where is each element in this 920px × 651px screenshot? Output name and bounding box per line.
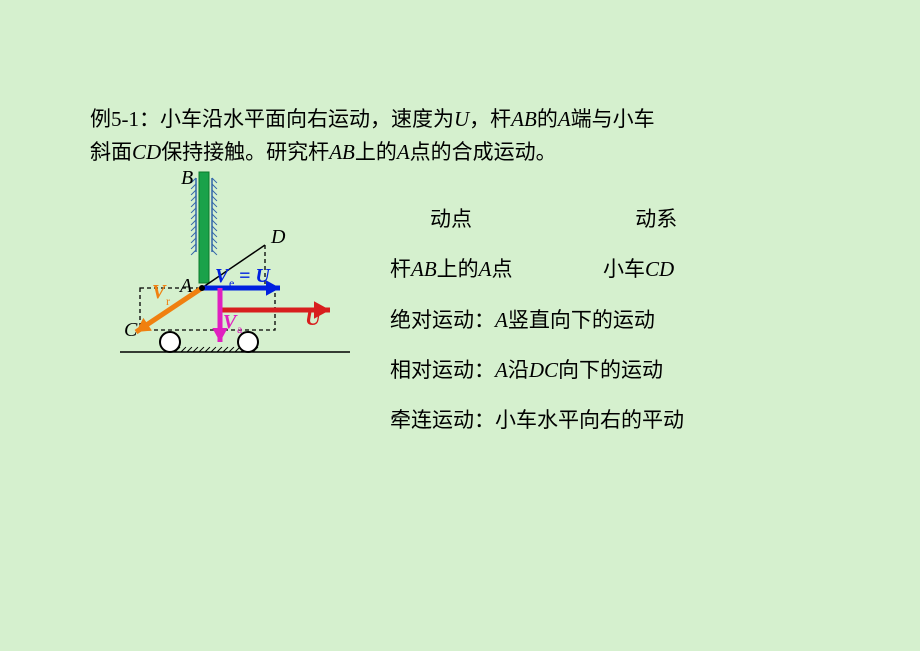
svg-text:V: V	[215, 265, 230, 287]
row-entrainment: 牵连运动：小车水平向右的平动	[390, 396, 870, 444]
svg-text:C: C	[124, 319, 138, 341]
mechanics-diagram: BACDVe= UVrVaU	[120, 170, 360, 370]
row-absolute: 绝对运动：A竖直向下的运动	[390, 296, 870, 344]
svg-text:r: r	[166, 294, 170, 308]
svg-text:V: V	[223, 311, 238, 333]
svg-text:V: V	[152, 281, 167, 303]
svg-text:= U: = U	[239, 265, 271, 287]
svg-text:e: e	[229, 276, 234, 290]
svg-text:U: U	[305, 305, 322, 330]
analysis-text: 动点 动系 杆AB上的A点 小车CD 绝对运动：A竖直向下的运动 相对运动：A沿…	[390, 195, 870, 446]
row-relative: 相对运动：A沿DC向下的运动	[390, 346, 870, 394]
svg-text:B: B	[181, 167, 193, 189]
header-row: 动点 动系	[390, 195, 870, 243]
problem-statement: 例5-1：小车沿水平面向右运动，速度为U，杆AB的A端与小车 斜面CD保持接触。…	[90, 103, 850, 168]
problem-line-2: 斜面CD保持接触。研究杆AB上的A点的合成运动。	[90, 136, 850, 169]
row-point-system: 杆AB上的A点 小车CD	[390, 245, 870, 293]
svg-text:D: D	[270, 226, 286, 248]
svg-text:A: A	[178, 275, 193, 297]
svg-text:a: a	[237, 322, 243, 336]
problem-line-1: 例5-1：小车沿水平面向右运动，速度为U，杆AB的A端与小车	[90, 103, 850, 136]
